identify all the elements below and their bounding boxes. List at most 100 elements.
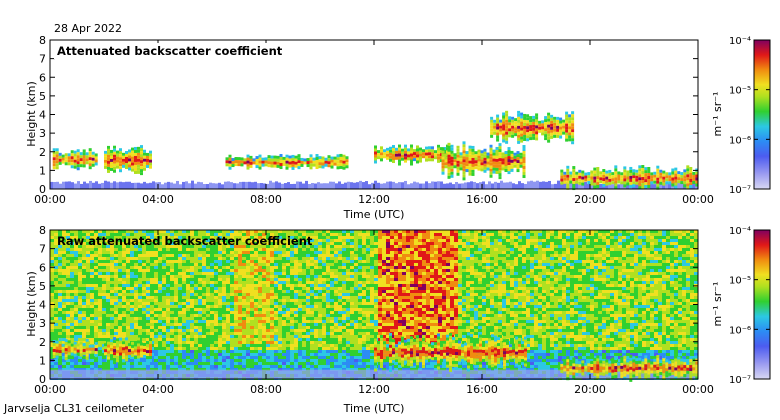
- noise-cell: [242, 287, 246, 290]
- cloud-cell: [626, 179, 630, 183]
- cloud-cell: [107, 157, 110, 161]
- cloud-cell: [404, 159, 407, 163]
- cloud-cell: [674, 185, 678, 189]
- noise-cell: [242, 257, 246, 260]
- cloud-cell: [240, 163, 244, 167]
- noise-cell: [94, 263, 98, 266]
- noise-cell: [102, 251, 106, 254]
- cloud-cell: [128, 167, 131, 171]
- noise-cell: [282, 329, 286, 332]
- noise-cell: [254, 302, 258, 305]
- noise-cell: [298, 362, 302, 365]
- noise-cell: [222, 239, 226, 242]
- cloud-cell: [459, 164, 463, 168]
- cloud-cell: [255, 162, 259, 166]
- noise-cell: [162, 293, 166, 296]
- cloud-cell: [507, 168, 511, 172]
- noise-cell: [230, 365, 234, 368]
- noise-cell: [278, 236, 282, 239]
- raw-backscatter-heatmap: [50, 230, 699, 382]
- noise-cell: [90, 230, 94, 233]
- noise-cell: [114, 305, 118, 308]
- noise-cell: [286, 245, 290, 248]
- y-tick-label: 1: [39, 164, 46, 177]
- noise-cell: [314, 239, 318, 242]
- noise-cell: [122, 287, 126, 290]
- noise-cell: [318, 368, 322, 371]
- noise-cell: [194, 284, 198, 287]
- noise-cell: [234, 341, 238, 344]
- noise-cell: [142, 251, 146, 254]
- cloud-cell: [656, 171, 660, 175]
- noise-cell: [118, 320, 122, 323]
- noise-cell: [194, 320, 198, 323]
- noise-cell: [86, 329, 90, 332]
- noise-cell: [230, 299, 234, 302]
- noise-cell: [126, 362, 130, 365]
- noise-cell: [78, 281, 82, 284]
- noise-cell: [110, 287, 114, 290]
- noise-cell: [190, 296, 194, 299]
- noise-cell: [318, 347, 322, 350]
- noise-cell: [130, 326, 134, 329]
- noise-cell: [154, 293, 158, 296]
- noise-cell: [86, 278, 90, 281]
- cloud-cell: [246, 157, 250, 161]
- noise-cell: [330, 293, 334, 296]
- cloud-cell: [279, 163, 283, 167]
- noise-cell: [238, 284, 242, 287]
- noise-cell: [266, 311, 270, 314]
- noise-cell: [154, 305, 158, 308]
- noise-cell: [66, 248, 70, 251]
- noise-cell: [238, 248, 242, 251]
- cloud-cell: [563, 171, 567, 175]
- cloud-cell: [644, 176, 648, 180]
- aerosol-cell: [98, 183, 101, 189]
- cloud-cell: [447, 148, 451, 152]
- noise-cell: [70, 248, 74, 251]
- cloud-cell: [565, 138, 569, 142]
- cloud-cell: [611, 178, 615, 182]
- noise-cell: [62, 335, 66, 338]
- cloud-cell: [498, 164, 502, 168]
- cloud-cell: [538, 129, 542, 133]
- noise-cell: [50, 323, 54, 326]
- aerosol-cell: [56, 181, 59, 189]
- cloud-cell: [501, 164, 505, 168]
- noise-cell: [238, 269, 242, 272]
- aerosol-cell: [317, 182, 320, 189]
- noise-cell: [210, 368, 214, 371]
- cloud-cell: [291, 166, 295, 170]
- noise-cell: [78, 317, 82, 320]
- cloud-cell: [480, 159, 484, 163]
- aerosol-cell: [584, 181, 587, 189]
- noise-cell: [142, 266, 146, 269]
- noise-cell: [306, 233, 310, 236]
- noise-cell: [214, 335, 218, 338]
- noise-cell: [282, 239, 286, 242]
- noise-cell: [250, 281, 254, 284]
- noise-cell: [66, 365, 70, 368]
- cloud-cell: [541, 132, 545, 136]
- noise-cell: [210, 314, 214, 317]
- noise-cell: [222, 245, 226, 248]
- cloud-cell: [493, 119, 497, 123]
- noise-cell: [226, 284, 230, 287]
- aerosol-cell: [344, 182, 347, 189]
- noise-cell: [138, 254, 142, 257]
- noise-cell: [282, 299, 286, 302]
- noise-cell: [158, 320, 162, 323]
- noise-cell: [258, 284, 262, 287]
- noise-cell: [66, 332, 70, 335]
- noise-cell: [90, 323, 94, 326]
- cloud-cell: [82, 155, 86, 159]
- cloud-cell: [450, 144, 454, 148]
- noise-cell: [262, 251, 266, 254]
- noise-cell: [246, 251, 250, 254]
- cloud-cell: [345, 162, 349, 166]
- noise-cell: [298, 275, 302, 278]
- noise-cell: [150, 296, 154, 299]
- noise-cell: [126, 251, 130, 254]
- noise-cell: [162, 251, 166, 254]
- noise-cell: [318, 275, 322, 278]
